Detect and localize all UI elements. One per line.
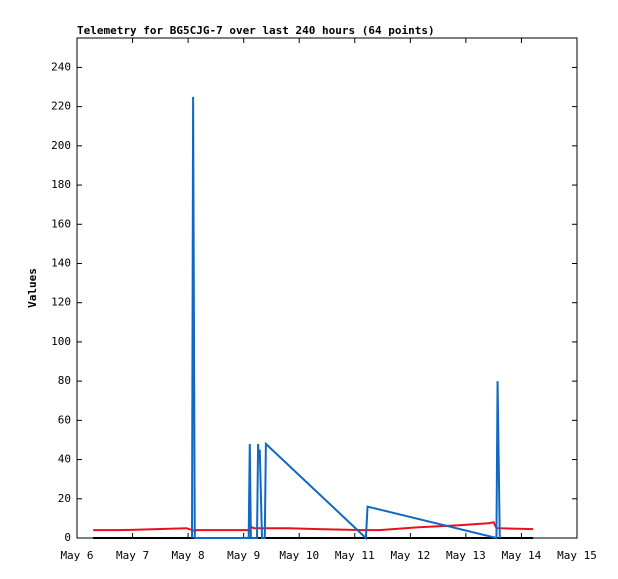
y-tick-label: 120 [51,296,71,309]
y-tick-label: 60 [58,413,71,426]
y-tick-label: 80 [58,374,71,387]
y-tick-label: 40 [58,453,71,466]
x-tick-label: May 13 [446,549,486,562]
x-tick-label: May 12 [390,549,430,562]
y-tick-label: 20 [58,492,71,505]
chart-title: Telemetry for BG5CJG-7 over last 240 hou… [77,24,435,37]
y-tick-label: 180 [51,178,71,191]
y-tick-label: 220 [51,100,71,113]
x-tick-label: May 9 [227,549,260,562]
series-line [191,96,501,541]
series-line [93,521,534,533]
x-tick-label: May 14 [502,549,542,562]
y-tick-label: 240 [51,60,71,73]
y-tick-label: 0 [64,531,71,544]
y-tick-label: 160 [51,217,71,230]
plot-frame [76,37,578,539]
y-axis-label: Values [26,268,39,308]
x-tick-label: May 8 [172,549,205,562]
x-tick-label: May 7 [116,549,149,562]
y-tick-label: 140 [51,256,71,269]
x-tick-label: May 6 [60,549,93,562]
x-tick-label: May 10 [279,549,319,562]
x-tick-label: May 15 [557,549,597,562]
y-tick-label: 200 [51,139,71,152]
y-tick-label: 100 [51,335,71,348]
x-tick-label: May 11 [335,549,375,562]
